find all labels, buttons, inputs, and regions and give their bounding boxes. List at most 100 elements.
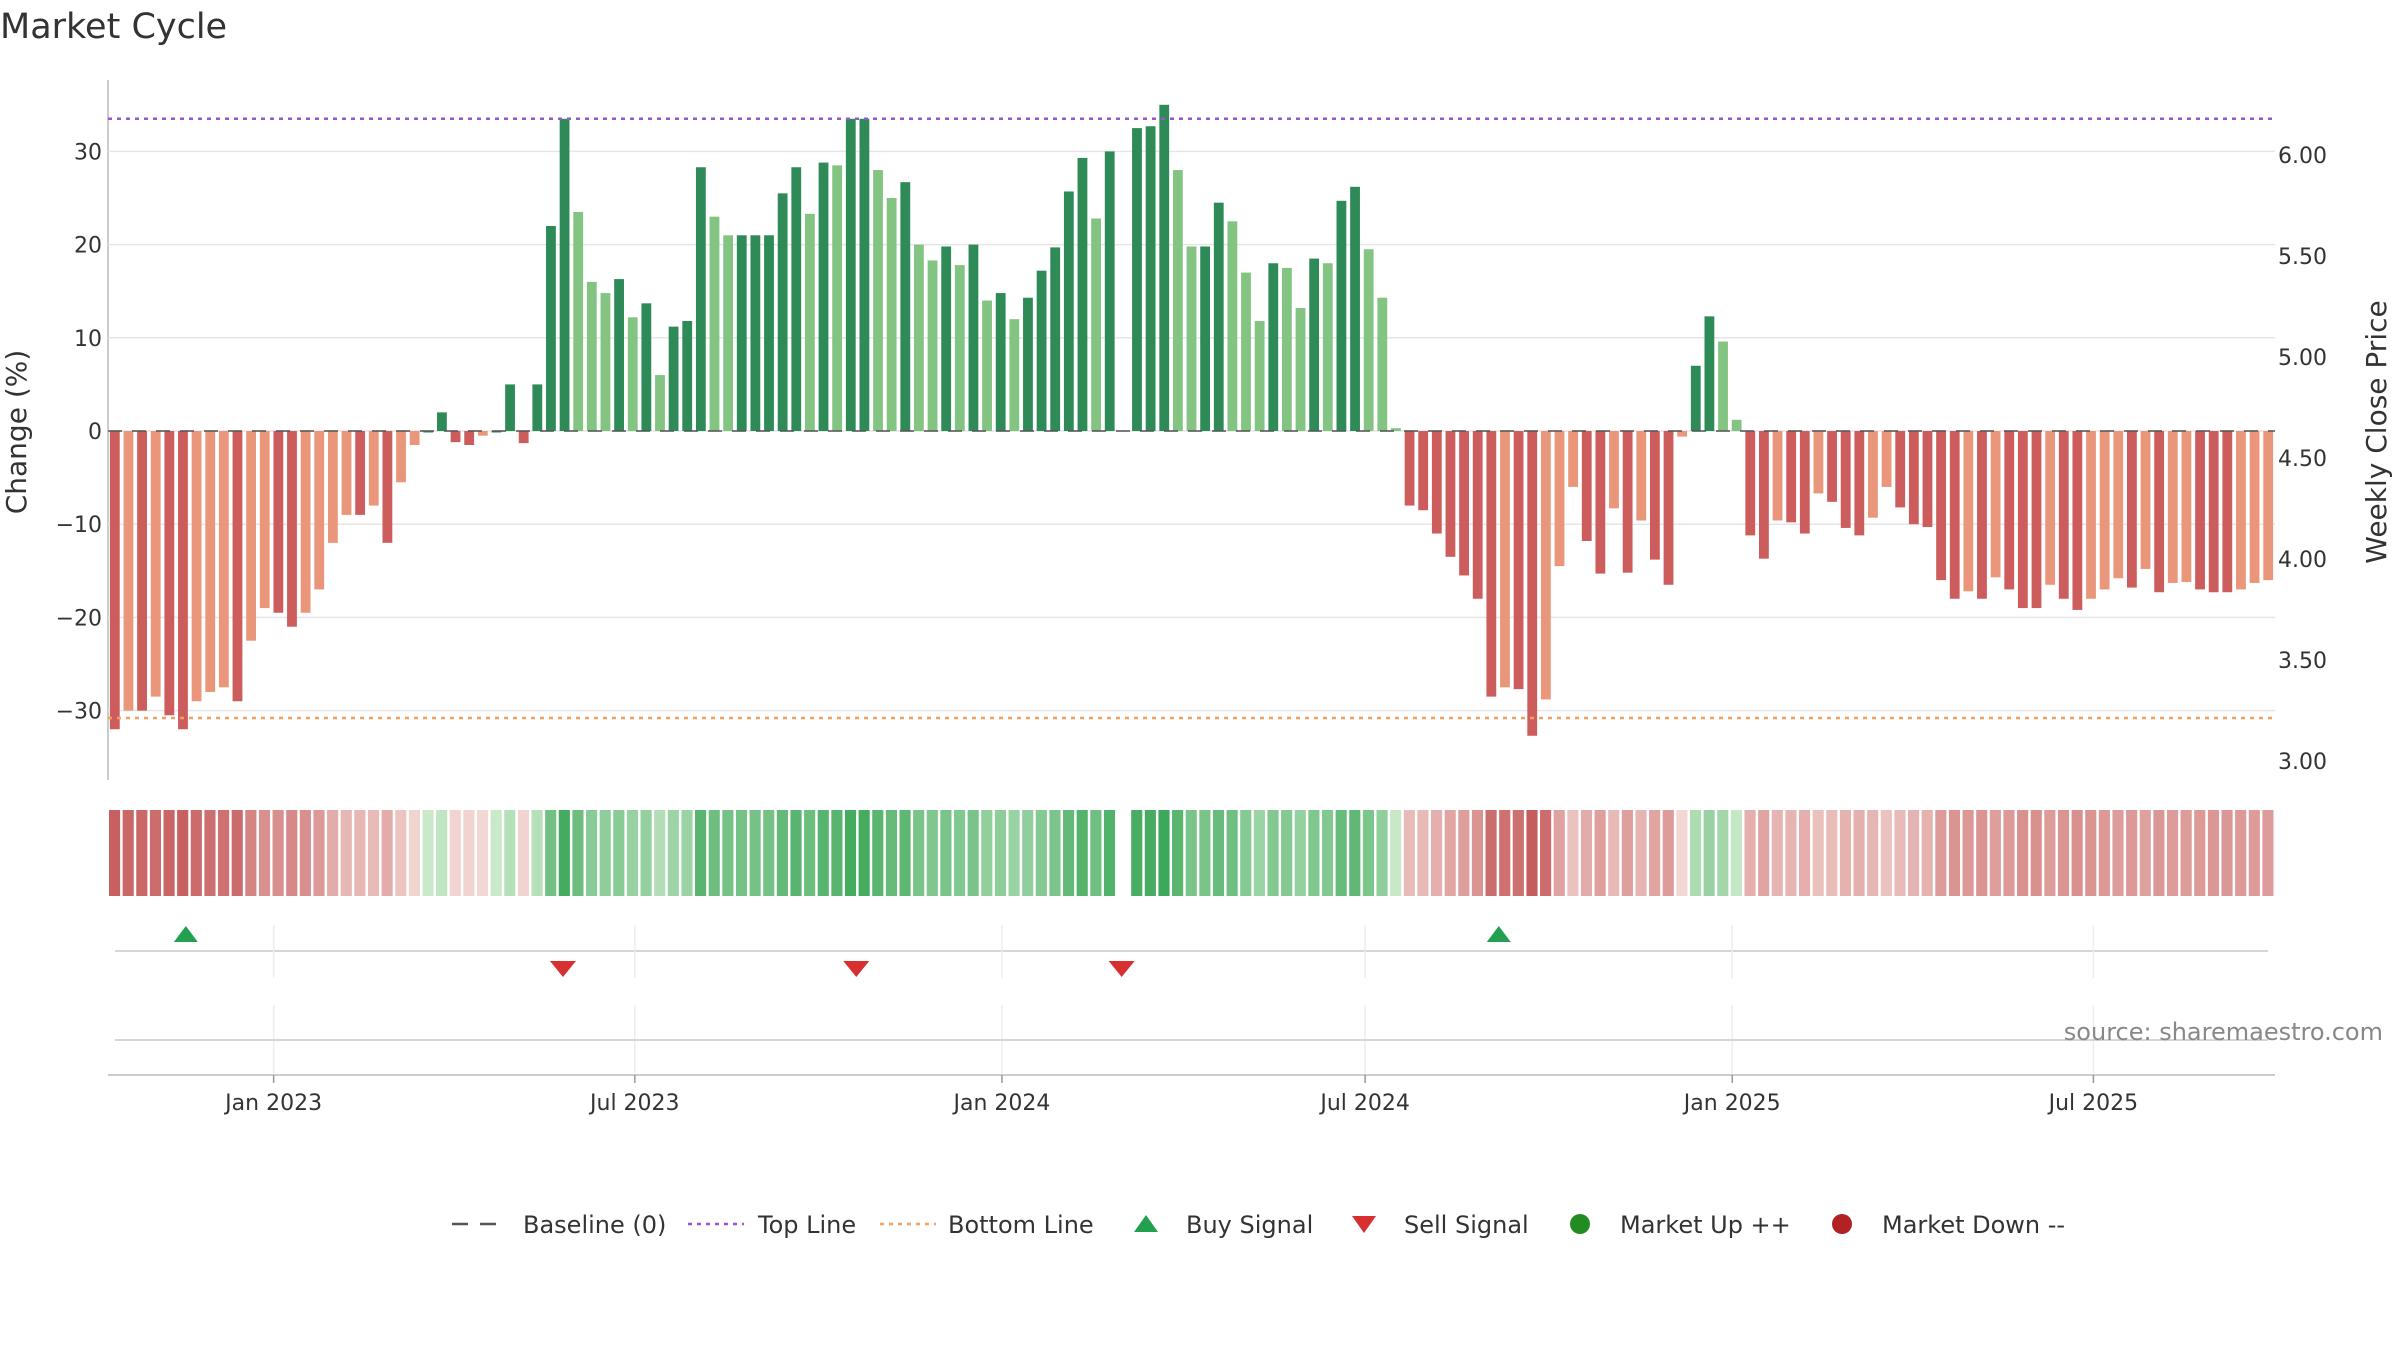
bar	[1609, 431, 1619, 509]
heat-cell	[2248, 810, 2260, 896]
bar	[586, 281, 597, 431]
bar	[2167, 431, 2178, 583]
heat-cell	[1744, 810, 1756, 896]
heat-cell	[1172, 810, 1184, 896]
bar	[1895, 431, 1906, 508]
bar	[1759, 431, 1769, 559]
heat-cell	[695, 810, 707, 896]
bar	[1077, 157, 1088, 432]
bar	[2181, 431, 2192, 582]
bar	[914, 244, 924, 431]
sell-signal-marker	[549, 961, 576, 977]
bar	[1445, 431, 1456, 557]
heat-cell	[313, 810, 325, 896]
heat-cell	[1526, 810, 1538, 896]
heat-cell	[245, 810, 257, 896]
bar	[2113, 431, 2124, 579]
bar	[1186, 246, 1197, 431]
y-axis-left-title: Change (%)	[0, 350, 33, 515]
bar	[900, 182, 911, 431]
bar	[1363, 249, 1374, 431]
heat-cell	[367, 810, 380, 896]
heat-cell	[2112, 810, 2124, 896]
bar	[1731, 419, 1742, 431]
bar	[1990, 431, 2001, 578]
bar	[859, 118, 870, 431]
heat-cell	[109, 810, 121, 896]
bar	[2086, 431, 2096, 599]
bar	[2099, 431, 2110, 590]
heat-cell	[1921, 810, 1933, 896]
heat-cell	[1594, 810, 1606, 896]
heat-cell	[872, 810, 884, 896]
legend: Baseline (0) Top Line Bottom Line Buy Signa…	[452, 1211, 2065, 1239]
heat-cell	[1376, 810, 1388, 896]
legend-market-down-dot-icon	[1832, 1214, 1852, 1234]
heat-cell	[626, 810, 639, 896]
bar	[1799, 431, 1810, 534]
heat-cell	[613, 810, 625, 896]
heat-cell	[1403, 810, 1415, 896]
heat-cell	[2071, 810, 2083, 896]
heat-cell	[1976, 810, 1988, 896]
heat-cell	[2085, 810, 2097, 896]
bar	[750, 235, 761, 431]
bar	[2017, 431, 2028, 609]
bar	[1309, 258, 1320, 431]
bar	[573, 211, 584, 431]
heat-cell	[926, 810, 938, 896]
heat-cell	[831, 810, 843, 896]
bar	[518, 431, 529, 444]
heat-cell	[1730, 810, 1742, 896]
heat-cell	[476, 810, 489, 896]
bar	[600, 293, 611, 431]
bar	[2045, 431, 2056, 585]
heat-cell	[490, 810, 502, 896]
heat-cell	[272, 810, 284, 896]
heat-cell	[517, 810, 529, 896]
bar	[1459, 431, 1469, 576]
sell-signal-marker	[843, 961, 870, 977]
heat-cell	[2262, 810, 2274, 896]
heat-cell	[681, 810, 693, 896]
heat-cell	[1035, 810, 1047, 896]
bar	[546, 225, 556, 431]
bar	[2140, 431, 2151, 569]
heat-cell	[231, 810, 243, 896]
reference-lines	[108, 117, 2275, 720]
bar	[1350, 186, 1360, 431]
heat-cell	[354, 810, 366, 896]
heat-cell	[327, 810, 339, 896]
y-axis-right-title: Weekly Close Price	[2360, 300, 2393, 563]
bar	[2263, 431, 2274, 581]
heat-cell	[953, 810, 966, 896]
bar	[1404, 431, 1415, 506]
bar	[1213, 202, 1224, 431]
heat-cell	[763, 810, 775, 896]
bar	[1091, 218, 1101, 431]
heat-cell	[1635, 810, 1647, 896]
bar	[137, 431, 147, 711]
heat-cell	[2003, 810, 2015, 896]
bar	[1036, 270, 1047, 431]
bar	[886, 198, 897, 431]
bar	[982, 300, 992, 431]
bar	[1690, 365, 1701, 431]
heat-cell	[2153, 810, 2165, 896]
heat-cell	[899, 810, 911, 896]
heat-cell	[735, 810, 748, 896]
heat-cell	[1199, 810, 1211, 896]
bar	[995, 293, 1006, 431]
date-tick-label: Jan 2025	[1682, 1091, 1781, 1116]
bar	[2195, 431, 2205, 590]
heat-cell	[2180, 810, 2192, 896]
bar	[668, 326, 679, 431]
bar	[1827, 431, 1837, 502]
legend-label: Buy Signal	[1186, 1211, 1313, 1239]
y-tick-left-label: 30	[74, 140, 102, 165]
y-tick-right-label: 5.00	[2278, 346, 2327, 371]
y-tick-right-label: 4.50	[2278, 447, 2327, 472]
buy-signal-marker	[1486, 926, 1511, 942]
legend-item: Baseline (0)	[452, 1211, 666, 1239]
bar	[1813, 431, 1824, 494]
